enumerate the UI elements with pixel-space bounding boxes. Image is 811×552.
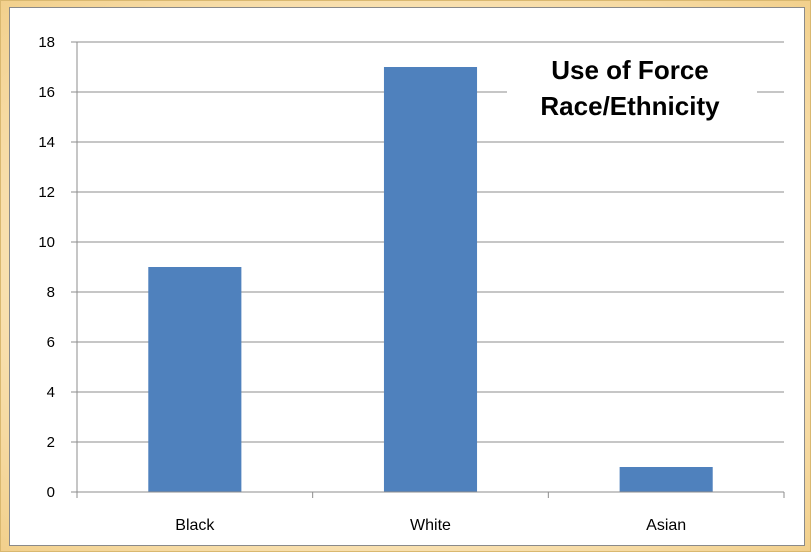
y-tick-label: 14 (38, 134, 55, 151)
y-tick-label: 2 (47, 434, 55, 451)
chart-title-line-1: Use of Force (551, 55, 709, 85)
chart-area: 0 2 4 6 8 10 12 14 16 18 Black White Asian Use of Fo… (9, 7, 805, 546)
title-backdrop (507, 48, 757, 130)
y-tick-label: 6 (47, 334, 55, 351)
y-tick-label: 16 (38, 84, 55, 101)
x-category-label: White (410, 517, 451, 534)
y-tick-label: 10 (38, 234, 55, 251)
bar-asian (619, 467, 713, 492)
y-tick-label: 8 (47, 284, 55, 301)
y-tick-label: 0 (47, 484, 55, 501)
x-category-label: Black (175, 517, 215, 534)
bar-chart: 0 2 4 6 8 10 12 14 16 18 Black White Asian Use of Fo… (38, 34, 785, 534)
y-tick-label: 4 (47, 384, 55, 401)
bar-black (148, 267, 242, 492)
labels: 0 2 4 6 8 10 12 14 16 18 Black White Asian (38, 34, 686, 534)
chart-title-line-2: Race/Ethnicity (540, 91, 720, 121)
axes (71, 41, 785, 498)
y-tick-label: 18 (38, 34, 55, 51)
bar-white (383, 67, 478, 492)
y-tick-label: 12 (38, 184, 55, 201)
bars (148, 67, 713, 492)
x-category-label: Asian (646, 517, 686, 534)
